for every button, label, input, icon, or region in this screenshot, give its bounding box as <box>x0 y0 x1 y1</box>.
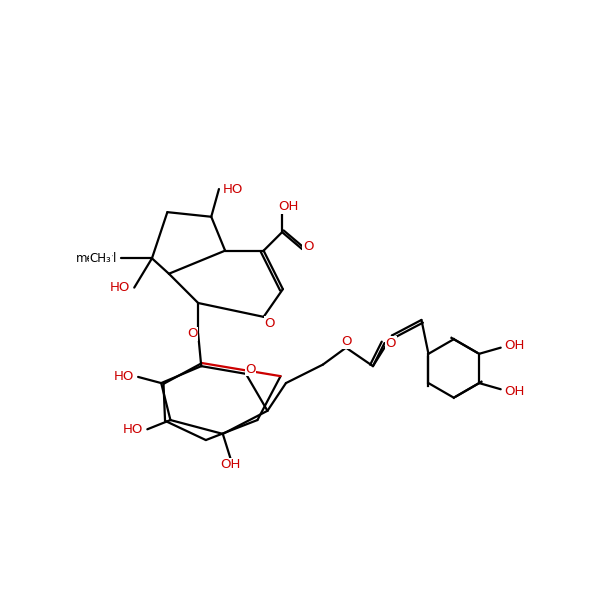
Text: O: O <box>341 335 351 348</box>
Text: HO: HO <box>110 281 130 294</box>
Text: HO: HO <box>114 370 134 383</box>
Text: HO: HO <box>223 182 243 196</box>
Text: OH: OH <box>278 200 298 213</box>
Text: CH₃: CH₃ <box>89 252 111 265</box>
Text: OH: OH <box>505 385 525 398</box>
Text: OH: OH <box>505 339 525 352</box>
Text: O: O <box>187 328 197 340</box>
Text: HO: HO <box>123 423 143 436</box>
Text: O: O <box>303 240 314 253</box>
Text: O: O <box>245 363 256 376</box>
Text: methyl: methyl <box>76 252 118 265</box>
Text: O: O <box>265 317 275 329</box>
Text: OH: OH <box>220 458 241 471</box>
Text: O: O <box>385 337 396 350</box>
